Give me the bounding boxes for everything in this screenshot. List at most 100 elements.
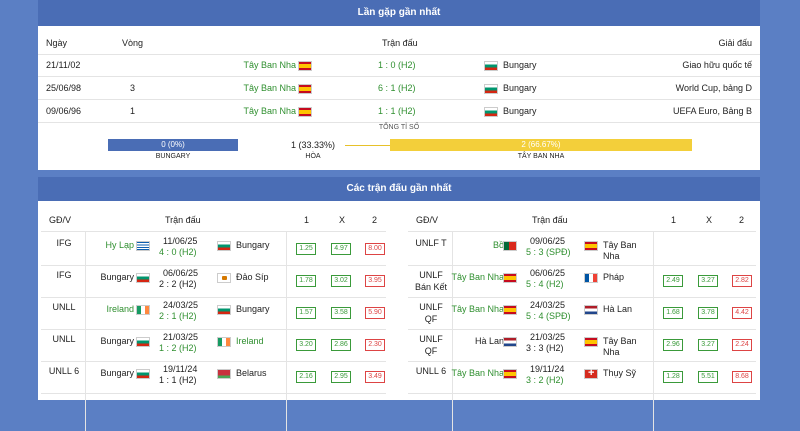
col-match: Trận đấu (532, 215, 568, 225)
row-away-team[interactable]: Bungary (236, 240, 270, 250)
row-score[interactable]: 1 : 1 (H2) (378, 106, 416, 116)
odd-1-button[interactable]: 1.57 (296, 307, 316, 319)
es-flag-icon (503, 369, 517, 379)
odd-x-button[interactable]: 3.78 (698, 307, 718, 319)
row-away-team[interactable]: Hà Lan (603, 304, 633, 314)
col-odd-2: 2 (739, 215, 745, 225)
col-date: Ngày (46, 38, 68, 48)
row-home-team[interactable]: Tây Ban Nha (243, 106, 296, 116)
row-home-team[interactable]: Hà Lan (474, 336, 504, 346)
odd-2-button[interactable]: 3.95 (365, 275, 385, 287)
row-league: UNLF T (415, 238, 447, 248)
row-away-team[interactable]: Bungary (236, 304, 270, 314)
row-home-team[interactable]: Bungary (100, 368, 134, 378)
row-score[interactable]: 1 : 1 (H2) (159, 375, 197, 385)
summary-left-bar: 0 (0%) (108, 139, 238, 151)
nl-flag-icon (584, 305, 598, 315)
row-away-team[interactable]: Bungary (503, 83, 537, 93)
row-date: 24/03/25 (530, 300, 566, 310)
row-league[interactable]: World Cup, bảng D (675, 83, 752, 93)
row-score[interactable]: 2 : 2 (H2) (159, 279, 197, 289)
divider (41, 329, 386, 330)
odd-2-button[interactable]: 2.82 (732, 275, 752, 287)
odd-1-button[interactable]: 1.68 (663, 307, 683, 319)
row-league[interactable]: Giao hữu quốc tế (682, 60, 752, 70)
row-away-team[interactable]: Bungary (503, 106, 537, 116)
odd-1-button[interactable]: 2.96 (663, 339, 683, 351)
by-flag-icon (217, 369, 231, 379)
row-score[interactable]: 6 : 1 (H2) (378, 83, 416, 93)
odd-2-button[interactable]: 2.30 (365, 339, 385, 351)
summary-right-bar: 2 (66.67%) (390, 139, 692, 151)
row-date: 25/06/98 (46, 83, 82, 93)
cy-flag-icon (217, 273, 231, 283)
odd-1-button[interactable]: 3.20 (296, 339, 316, 351)
odd-1-button[interactable]: 1.78 (296, 275, 316, 287)
row-score[interactable]: 5 : 3 (SPĐ) (526, 247, 571, 257)
es-flag-icon (503, 273, 517, 283)
gr-flag-icon (136, 241, 150, 251)
fr-flag-icon (584, 273, 598, 283)
row-home-team[interactable]: Bồ (492, 240, 504, 250)
row-score[interactable]: 3 : 3 (H2) (526, 343, 564, 353)
row-away-team[interactable]: Belarus (236, 368, 267, 378)
es-flag-icon (503, 305, 517, 315)
odd-2-button[interactable]: 8.00 (365, 243, 385, 255)
odd-2-button[interactable]: 3.49 (365, 371, 385, 383)
col-league: Giải đấu (718, 38, 752, 48)
row-score[interactable]: 5 : 4 (H2) (526, 279, 564, 289)
col-odd-x: X (339, 215, 346, 225)
odd-2-button[interactable]: 5.90 (365, 307, 385, 319)
divider (408, 231, 756, 232)
odd-x-button[interactable]: 5.51 (698, 371, 718, 383)
row-home-team[interactable]: Tây Ban Nha (451, 368, 504, 378)
row-home-team[interactable]: Bungary (100, 336, 134, 346)
row-away-team[interactable]: Bungary (503, 60, 537, 70)
row-score[interactable]: 1 : 0 (H2) (378, 60, 416, 70)
odd-x-button[interactable]: 2.95 (331, 371, 351, 383)
row-league[interactable]: UEFA Euro, Bảng B (672, 106, 752, 116)
row-league: IFG (56, 238, 72, 248)
odd-1-button[interactable]: 1.25 (296, 243, 316, 255)
odd-1-button[interactable]: 1.28 (663, 371, 683, 383)
bg-flag-icon (136, 369, 150, 379)
row-away-team[interactable]: Đảo Síp (236, 272, 269, 282)
row-score[interactable]: 5 : 4 (SPĐ) (526, 311, 571, 321)
divider (41, 297, 386, 298)
odd-x-button[interactable]: 2.86 (331, 339, 351, 351)
odd-2-button[interactable]: 2.24 (732, 339, 752, 351)
odd-x-button[interactable]: 3.27 (698, 339, 718, 351)
odd-2-button[interactable]: 4.42 (732, 307, 752, 319)
odd-x-button[interactable]: 3.27 (698, 275, 718, 287)
row-home-team[interactable]: Ireland (106, 304, 134, 314)
bulgaria-flag-icon (484, 107, 498, 117)
odd-x-button[interactable]: 4.97 (331, 243, 351, 255)
row-home-team[interactable]: Hy Lạp (105, 240, 134, 250)
odd-2-button[interactable]: 8.68 (732, 371, 752, 383)
row-away-team[interactable]: Tây Ban Nha (603, 240, 637, 261)
row-away-team[interactable]: Pháp (603, 272, 625, 282)
row-away-team[interactable]: Thụy Sỹ (603, 368, 637, 378)
row-score[interactable]: 4 : 0 (H2) (159, 247, 197, 257)
row-date: 06/06/25 (530, 268, 566, 278)
row-home-team[interactable]: Bungary (100, 272, 134, 282)
divider (38, 54, 760, 55)
row-away-team[interactable]: Ireland (236, 336, 264, 346)
row-score[interactable]: 2 : 1 (H2) (159, 311, 197, 321)
odd-x-button[interactable]: 3.02 (331, 275, 351, 287)
summary-mid-value: 1 (33.33%) (290, 140, 336, 150)
summary-right-label: TÂY BAN NHA (517, 153, 565, 160)
row-score[interactable]: 3 : 2 (H2) (526, 375, 564, 385)
row-home-team[interactable]: Tây Ban Nha (451, 304, 504, 314)
row-home-team[interactable]: Tây Ban Nha (243, 60, 296, 70)
row-score[interactable]: 1 : 2 (H2) (159, 343, 197, 353)
row-away-team[interactable]: Tây Ban Nha (603, 336, 637, 357)
pt-flag-icon (503, 241, 517, 251)
odd-x-button[interactable]: 3.58 (331, 307, 351, 319)
col-match: Trận đấu (165, 215, 201, 225)
row-date: 09/06/25 (530, 236, 566, 246)
odd-1-button[interactable]: 2.49 (663, 275, 683, 287)
odd-1-button[interactable]: 2.16 (296, 371, 316, 383)
row-home-team[interactable]: Tây Ban Nha (451, 272, 504, 282)
row-home-team[interactable]: Tây Ban Nha (243, 83, 296, 93)
